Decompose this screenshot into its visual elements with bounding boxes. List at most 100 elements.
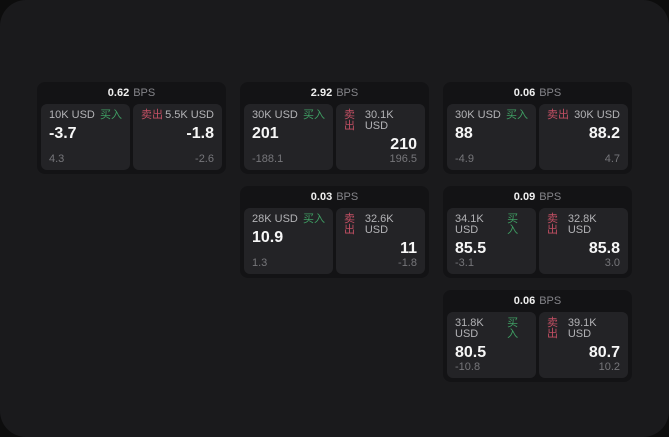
spread-value: 0.09 <box>513 191 536 203</box>
buy-panel-top: 30K USD 买入 <box>455 110 528 121</box>
sell-amount: 5.5K USD <box>165 109 214 121</box>
spread-header: 2.92 BPS <box>244 82 425 104</box>
spread-header: 0.06 BPS <box>447 290 628 312</box>
quote-card: 0.03 BPS 28K USD 买入 10.9 1.3 卖出 32.6K US… <box>240 186 429 278</box>
spread-unit: BPS <box>539 295 562 307</box>
sell-panel-top: 卖出 5.5K USD <box>141 110 214 121</box>
buy-sell-panels: 30K USD 买入 201 -188.1 卖出 30.1K USD 210 1… <box>244 104 425 170</box>
sell-panel[interactable]: 卖出 32.8K USD 85.8 3.0 <box>539 208 628 274</box>
quote-card: 0.06 BPS 31.8K USD 买入 80.5 -10.8 卖出 39.1… <box>443 290 632 382</box>
buy-panel-top: 31.8K USD 买入 <box>455 318 528 340</box>
sell-change: -2.6 <box>195 153 214 165</box>
buy-change: 4.3 <box>49 153 65 165</box>
spread-value: 2.92 <box>310 87 333 99</box>
quote-card: 0.06 BPS 30K USD 买入 88 -4.9 卖出 30K USD <box>443 82 632 174</box>
buy-price: 10.9 <box>252 229 284 246</box>
buy-amount: 10K USD <box>49 109 95 121</box>
spread-header: 0.03 BPS <box>244 186 425 208</box>
buy-change: -4.9 <box>455 153 474 165</box>
buy-price: 85.5 <box>455 240 487 257</box>
sell-panel-top: 卖出 32.6K USD <box>344 214 417 236</box>
sell-panel-top: 卖出 39.1K USD <box>547 318 620 340</box>
sell-price: -1.8 <box>186 125 214 142</box>
buy-price: 88 <box>455 125 473 142</box>
buy-change: -10.8 <box>455 361 481 373</box>
buy-sell-panels: 34.1K USD 买入 85.5 -3.1 卖出 32.8K USD 85.8… <box>447 208 628 274</box>
sell-label: 卖出 <box>344 109 355 132</box>
sell-price: 210 <box>390 136 417 153</box>
sell-panel-top: 卖出 32.8K USD <box>547 214 620 236</box>
sell-panel[interactable]: 卖出 30.1K USD 210 196.5 <box>336 104 425 170</box>
sell-amount: 32.6K USD <box>364 213 394 236</box>
buy-change: 1.3 <box>252 257 268 269</box>
spread-unit: BPS <box>133 87 156 99</box>
buy-panel-top: 34.1K USD 买入 <box>455 214 528 236</box>
sell-panel-top: 卖出 30K USD <box>547 110 620 121</box>
buy-panel[interactable]: 28K USD 买入 10.9 1.3 <box>244 208 333 274</box>
sell-change: 10.2 <box>598 361 620 373</box>
sell-panel[interactable]: 卖出 39.1K USD 80.7 10.2 <box>539 312 628 378</box>
quote-card: 0.62 BPS 10K USD 买入 -3.7 4.3 卖出 5.5K USD <box>37 82 226 174</box>
buy-panel[interactable]: 34.1K USD 买入 85.5 -3.1 <box>447 208 536 274</box>
sell-label: 卖出 <box>547 109 569 121</box>
spread-header: 0.06 BPS <box>447 82 628 104</box>
sell-price: 80.7 <box>588 344 620 361</box>
sell-price: 11 <box>400 240 417 257</box>
quote-card: 2.92 BPS 30K USD 买入 201 -188.1 卖出 30.1K … <box>240 82 429 174</box>
spread-header: 0.62 BPS <box>41 82 222 104</box>
spread-unit: BPS <box>539 191 562 203</box>
sell-panel-top: 卖出 30.1K USD <box>344 110 417 132</box>
buy-change: -188.1 <box>252 153 284 165</box>
buy-panel[interactable]: 30K USD 买入 88 -4.9 <box>447 104 536 170</box>
quote-cards-grid: 0.62 BPS 10K USD 买入 -3.7 4.3 卖出 5.5K USD <box>37 82 632 382</box>
sell-change: 196.5 <box>389 153 417 165</box>
sell-change: 3.0 <box>604 257 620 269</box>
buy-amount: 30K USD <box>455 109 501 121</box>
quote-card: 0.09 BPS 34.1K USD 买入 85.5 -3.1 卖出 32.8K… <box>443 186 632 278</box>
spread-value: 0.62 <box>107 87 130 99</box>
spread-value: 0.06 <box>513 87 536 99</box>
buy-panel[interactable]: 30K USD 买入 201 -188.1 <box>244 104 333 170</box>
buy-sell-panels: 31.8K USD 买入 80.5 -10.8 卖出 39.1K USD 80.… <box>447 312 628 378</box>
buy-sell-panels: 28K USD 买入 10.9 1.3 卖出 32.6K USD 11 -1.8 <box>244 208 425 274</box>
sell-label: 卖出 <box>547 213 558 236</box>
sell-label: 卖出 <box>547 317 558 340</box>
spread-header: 0.09 BPS <box>447 186 628 208</box>
buy-sell-panels: 10K USD 买入 -3.7 4.3 卖出 5.5K USD -1.8 -2.… <box>41 104 222 170</box>
sell-amount: 30K USD <box>574 109 620 121</box>
buy-sell-panels: 30K USD 买入 88 -4.9 卖出 30K USD 88.2 4.7 <box>447 104 628 170</box>
buy-price: 80.5 <box>455 344 487 361</box>
buy-amount: 28K USD <box>252 213 298 225</box>
buy-panel-top: 30K USD 买入 <box>252 110 325 121</box>
buy-panel[interactable]: 10K USD 买入 -3.7 4.3 <box>41 104 130 170</box>
sell-amount: 39.1K USD <box>567 317 597 340</box>
buy-label: 买入 <box>100 109 122 121</box>
buy-panel[interactable]: 31.8K USD 买入 80.5 -10.8 <box>447 312 536 378</box>
spread-unit: BPS <box>336 87 359 99</box>
sell-price: 85.8 <box>588 240 620 257</box>
buy-amount: 31.8K USD <box>455 317 484 340</box>
sell-panel[interactable]: 卖出 30K USD 88.2 4.7 <box>539 104 628 170</box>
buy-label: 买入 <box>507 213 519 236</box>
buy-amount: 30K USD <box>252 109 298 121</box>
spread-value: 0.06 <box>513 295 536 307</box>
sell-price: 88.2 <box>588 125 620 142</box>
sell-change: 4.7 <box>604 153 620 165</box>
sell-amount: 32.8K USD <box>567 213 597 236</box>
buy-label: 买入 <box>506 109 528 121</box>
buy-panel-top: 10K USD 买入 <box>49 110 122 121</box>
buy-price: 201 <box>252 125 279 142</box>
buy-label: 买入 <box>303 109 325 121</box>
buy-label: 买入 <box>303 213 325 225</box>
spread-unit: BPS <box>539 87 562 99</box>
buy-amount: 34.1K USD <box>455 213 484 236</box>
buy-price: -3.7 <box>49 125 77 142</box>
sell-panel[interactable]: 卖出 32.6K USD 11 -1.8 <box>336 208 425 274</box>
sell-panel[interactable]: 卖出 5.5K USD -1.8 -2.6 <box>133 104 222 170</box>
buy-label: 买入 <box>507 317 519 340</box>
sell-change: -1.8 <box>398 257 417 269</box>
sell-amount: 30.1K USD <box>364 109 394 132</box>
spread-value: 0.03 <box>310 191 333 203</box>
spread-unit: BPS <box>336 191 359 203</box>
